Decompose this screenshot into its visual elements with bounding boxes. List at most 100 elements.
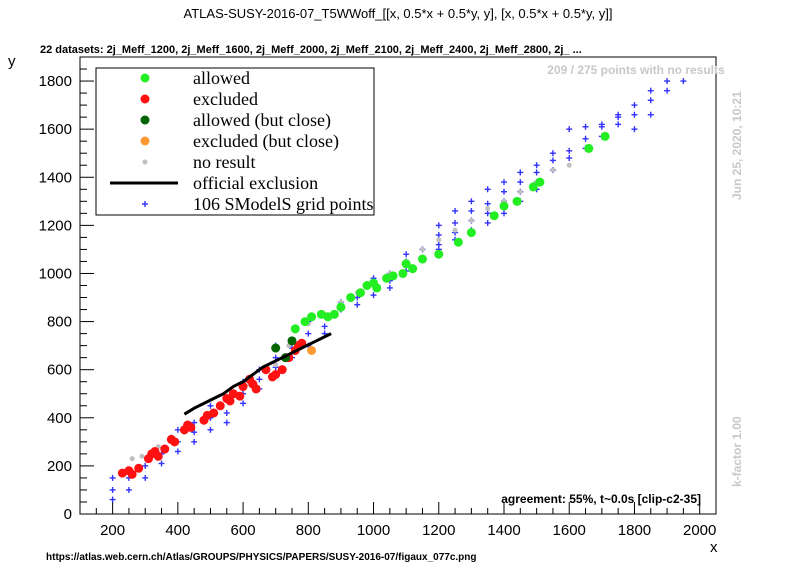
grid-point [174,426,181,433]
allowed-point [355,288,365,298]
excluded-point [127,469,137,479]
allowed-point [372,283,382,293]
grid-point [386,284,393,291]
grid-point [664,78,671,85]
grid-point [631,102,638,109]
grid-point [109,486,116,493]
x-tick-label: 1200 [422,522,455,539]
excluded-point [277,365,287,375]
no-result-point [419,246,425,252]
grid-point [174,448,181,455]
allowed-point [434,249,444,259]
grid-point [484,219,491,226]
legend-label-106-smodels-grid-points: 106 SModelS grid points [193,194,374,214]
grid-point [109,496,116,503]
grid-point [207,402,214,409]
excluded-point [251,384,261,394]
x-tick-label: 200 [100,522,125,539]
x-tick-label: 1000 [357,522,390,539]
allowed-point [300,317,310,327]
grid-point [615,121,622,128]
exclusion-line [183,332,332,416]
excluded-point [225,396,235,406]
y-tick-label: 1400 [39,169,72,186]
allowed-point [466,228,476,238]
grid-point [566,147,573,154]
allowed-point [346,293,356,303]
grid-point [435,222,442,229]
kfactor-annotation: k-factor 1.00 [730,416,744,487]
excluded-point [153,451,163,461]
allowed-point [388,271,398,281]
grid-point [142,474,149,481]
excluded-point [235,391,245,401]
legend-swatch-106-smodels-grid-points [142,201,148,207]
legend-swatch-excluded [140,94,150,104]
grid-point [305,330,312,337]
grid-point [354,301,361,308]
legend-label-allowed-but-close: allowed (but close) [193,110,331,131]
grid-point [435,231,442,238]
y-tick-label: 600 [47,362,72,379]
grid-point [647,111,654,118]
allowed-point [584,143,594,153]
y-tick-label: 800 [47,314,72,331]
legend-label-excluded: excluded [193,89,258,109]
grid-point [549,157,556,164]
grid-point [566,126,573,133]
grid-point [501,188,507,195]
excluded-point [186,422,196,432]
grid-point [598,121,605,128]
excluded-point [215,401,225,411]
grid-point [403,251,410,258]
no-result-point [566,162,572,168]
grid-point [452,219,459,226]
grid-point [533,169,540,176]
x-tick-label: 1600 [553,522,586,539]
excluded-point [134,463,144,473]
allowed-point [512,196,522,206]
grid-point [582,135,589,142]
allowed-point [528,182,538,192]
allowed-point [417,254,427,264]
grid-point [142,462,149,469]
axis-ticks: 200 400 600 800 1000 1200 1400 1600 1800 2000 0 200… [39,56,717,539]
grid-point [549,150,556,157]
no-result-point [452,227,458,233]
y-tick-label: 1600 [39,121,72,138]
no-result-point [139,453,145,459]
grid-point [125,486,132,493]
legend-label-allowed: allowed [193,68,250,88]
grid-point [256,376,263,383]
grid-point [223,409,230,416]
y-tick-label: 1000 [39,265,72,282]
grid-point [468,198,475,205]
grid-point [484,210,491,217]
y-tick-label: 0 [64,506,72,523]
grid-point [468,207,475,214]
chart-subtitle: 22 datasets: 2j_Meff_1200, 2j_Meff_1600,… [40,44,582,56]
allowed-point [398,268,408,278]
y-tick-label: 200 [47,458,72,475]
grid-point [452,207,459,214]
allowed-point [535,177,545,187]
grid-point [517,179,524,186]
grid-point [109,474,116,481]
allowed-point [499,201,509,211]
grid-point [501,210,507,217]
legend-swatch-no-result [142,159,148,165]
excluded-point [170,437,180,447]
grid-point [191,438,198,445]
excluded-but-close-point [307,345,317,355]
allowed-point [307,312,317,322]
grid-point [631,126,638,133]
allowed-point [329,309,339,319]
no-result-point [129,456,135,462]
y-tick-label: 1800 [39,73,72,90]
allowed-point [408,264,418,274]
legend-label-excluded-but-close: excluded (but close) [193,131,339,152]
allowed-point [489,211,499,221]
x-tick-label: 400 [165,522,190,539]
legend-label-official-exclusion: official exclusion [193,173,318,193]
